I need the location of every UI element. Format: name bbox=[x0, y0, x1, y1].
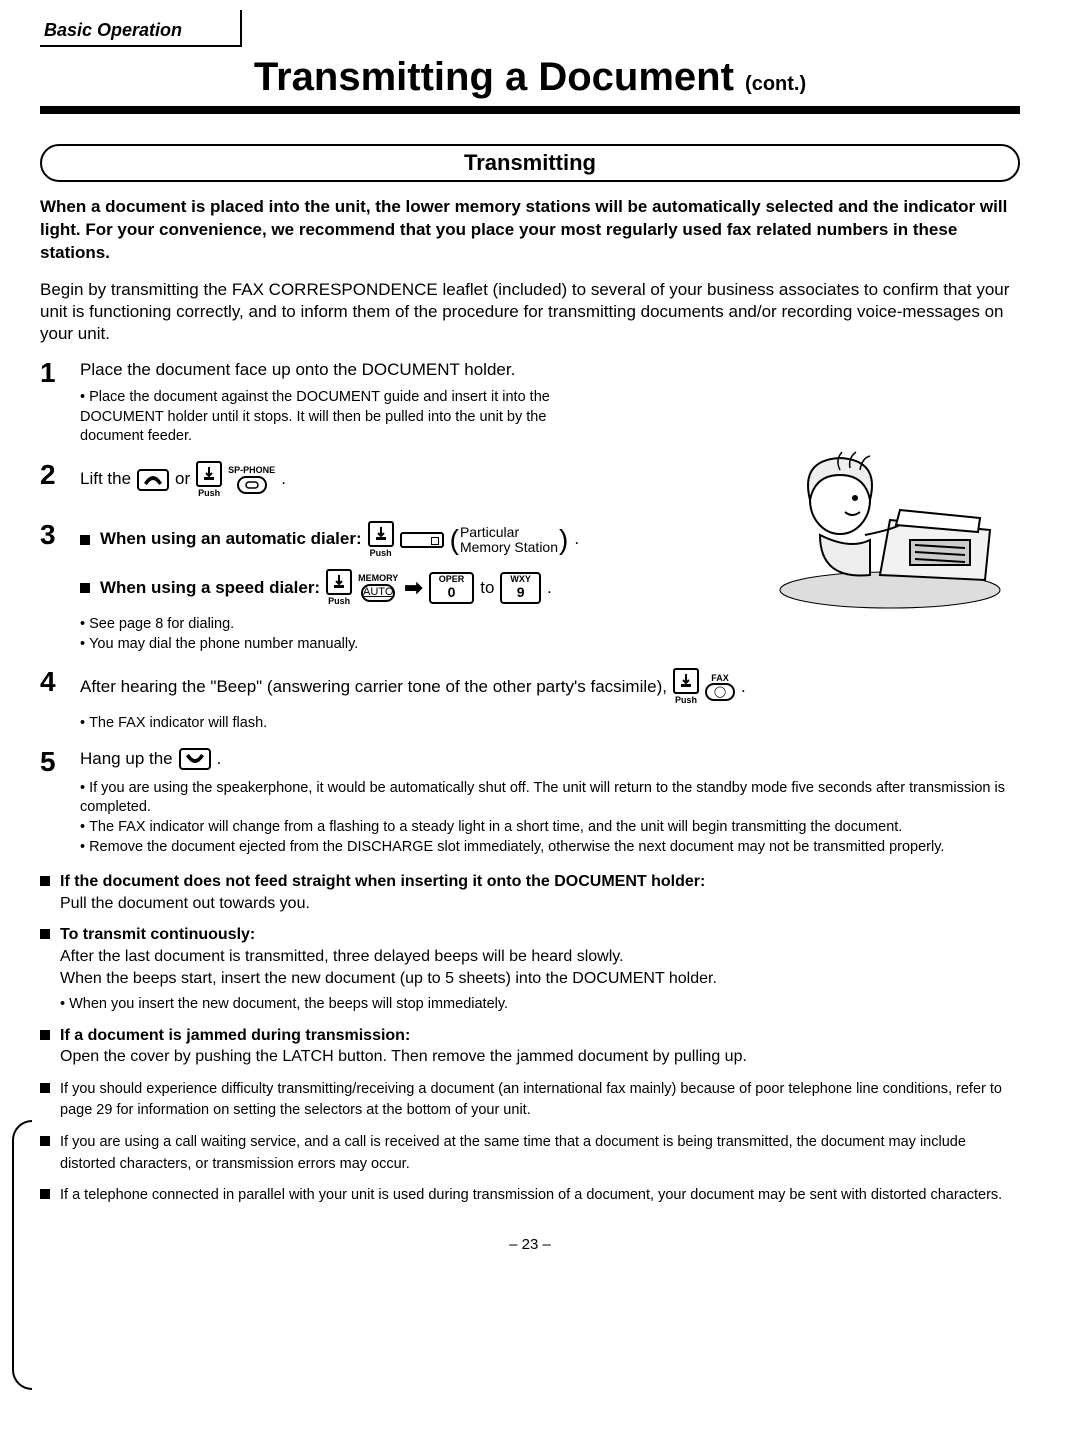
step3-speed-prefix: When using a speed dialer: bbox=[100, 577, 320, 600]
note-body: When the beeps start, insert the new doc… bbox=[60, 970, 717, 987]
intro-regular: Begin by transmitting the FAX CORRESPOND… bbox=[40, 279, 1020, 345]
step-1: 1 Place the document face up onto the DO… bbox=[40, 359, 1020, 447]
step1-text: Place the document face up onto the DOCU… bbox=[80, 360, 515, 379]
push-icon: Push bbox=[326, 569, 352, 607]
handset-down-icon bbox=[179, 748, 211, 770]
page-number: – 23 – bbox=[40, 1236, 1020, 1253]
keypad-key-9: WXY 9 bbox=[500, 572, 541, 603]
paren-label: ( Particular Memory Station ) bbox=[450, 525, 569, 556]
step-number: 3 bbox=[40, 521, 66, 654]
push-icon: Push bbox=[196, 461, 222, 499]
step5-bullet: The FAX indicator will change from a fla… bbox=[80, 818, 1020, 838]
keypad-key-0: OPER 0 bbox=[429, 572, 475, 603]
notes-list: If the document does not feed straight w… bbox=[40, 871, 1020, 1206]
push-icon: Push bbox=[368, 521, 394, 559]
memory-station-key-icon bbox=[400, 532, 444, 548]
arrow-icon: ➡ bbox=[404, 573, 422, 603]
push-label: Push bbox=[370, 547, 392, 559]
note-body: If you should experience difficulty tran… bbox=[60, 1081, 1002, 1119]
step3-bullet: See page 8 for dialing. bbox=[80, 615, 1020, 635]
side-tab-decor bbox=[12, 1370, 32, 1390]
step1-bullet: Place the document against the DOCUMENT … bbox=[80, 388, 600, 447]
note-item: If the document does not feed straight w… bbox=[40, 871, 1020, 914]
step-number: 2 bbox=[40, 461, 66, 507]
side-tab-decor bbox=[12, 1140, 14, 1370]
note-body: If a telephone connected in parallel wit… bbox=[60, 1187, 1002, 1203]
step-3: 3 When using an automatic dialer: Push (… bbox=[40, 521, 1020, 654]
step5-bullet: Remove the document ejected from the DIS… bbox=[80, 838, 1020, 858]
step-number: 1 bbox=[40, 359, 66, 447]
step4-bullet: The FAX indicator will flash. bbox=[80, 714, 1020, 734]
step2-prefix: Lift the bbox=[80, 468, 131, 491]
step3-bullet: You may dial the phone number manually. bbox=[80, 635, 1020, 655]
square-bullet-icon bbox=[80, 535, 90, 545]
note-item: If you are using a call waiting service,… bbox=[40, 1131, 1020, 1174]
step5-prefix: Hang up the bbox=[80, 748, 173, 771]
note-item: If a telephone connected in parallel wit… bbox=[40, 1184, 1020, 1206]
step-5: 5 Hang up the . If you are using the spe… bbox=[40, 748, 1020, 857]
side-tab-label: FACSIMILE bbox=[0, 1014, 4, 1160]
push-label: Push bbox=[675, 694, 697, 706]
note-body: After the last document is transmitted, … bbox=[60, 948, 624, 965]
title-main: Transmitting a Document bbox=[254, 55, 734, 99]
note-title: To transmit continuously: bbox=[60, 926, 255, 943]
note-title: If the document does not feed straight w… bbox=[60, 873, 705, 890]
note-title: If a document is jammed during transmiss… bbox=[60, 1027, 410, 1044]
sp-phone-key-icon: SP-PHONE bbox=[228, 466, 275, 493]
step5-bullet: If you are using the speakerphone, it wo… bbox=[80, 779, 1020, 818]
step-number: 4 bbox=[40, 668, 66, 734]
step-number: 5 bbox=[40, 748, 66, 857]
note-item: If you should experience difficulty tran… bbox=[40, 1078, 1020, 1121]
step3-auto-prefix: When using an automatic dialer: bbox=[100, 528, 362, 551]
section-tab: Basic Operation bbox=[40, 20, 242, 47]
intro-bold: When a document is placed into the unit,… bbox=[40, 196, 1020, 265]
note-sub-bullet: When you insert the new document, the be… bbox=[60, 995, 1020, 1015]
note-item: To transmit continuously: After the last… bbox=[40, 924, 1020, 1014]
step-4: 4 After hearing the "Beep" (answering ca… bbox=[40, 668, 1020, 734]
note-body: Pull the document out towards you. bbox=[60, 895, 310, 912]
push-icon: Push bbox=[673, 668, 699, 706]
title-rule bbox=[40, 106, 1020, 114]
subheading-box: Transmitting bbox=[40, 144, 1020, 182]
push-label: Push bbox=[328, 595, 350, 607]
note-body: Open the cover by pushing the LATCH butt… bbox=[60, 1048, 747, 1065]
step4-text: After hearing the "Beep" (answering carr… bbox=[80, 676, 667, 699]
side-tab-decor bbox=[12, 1120, 32, 1140]
step2-or: or bbox=[175, 468, 190, 491]
title-suffix: (cont.) bbox=[745, 73, 806, 95]
push-label: Push bbox=[198, 487, 220, 499]
note-body: If you are using a call waiting service,… bbox=[60, 1134, 966, 1172]
note-item: If a document is jammed during transmiss… bbox=[40, 1025, 1020, 1068]
handset-icon bbox=[137, 469, 169, 491]
fax-key-icon: FAX ◯ bbox=[705, 674, 735, 701]
square-bullet-icon bbox=[80, 583, 90, 593]
step3-to: to bbox=[480, 577, 494, 600]
page-title: Transmitting a Document (cont.) bbox=[40, 55, 1020, 100]
memory-auto-key-icon: MEMORY AUTO bbox=[358, 574, 398, 601]
step-2: 2 Lift the or Push SP-PHONE . bbox=[40, 461, 1020, 507]
